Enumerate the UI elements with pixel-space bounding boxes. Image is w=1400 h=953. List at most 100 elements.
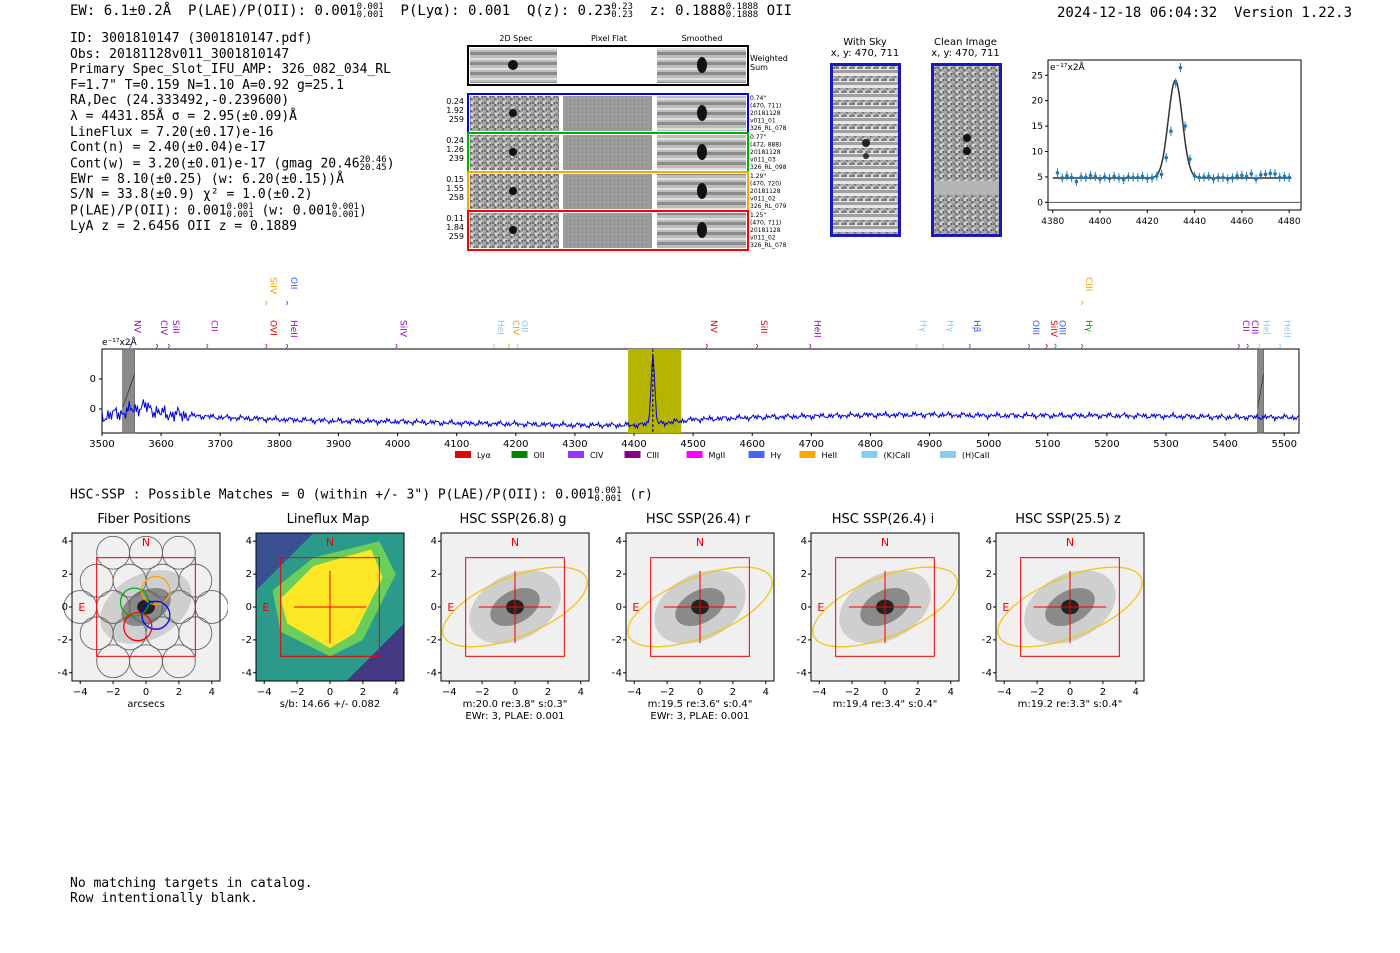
cutout-x-tick-label: −4 bbox=[627, 687, 642, 698]
spectral-line-label-text: OVI bbox=[268, 320, 278, 336]
cutout-caption: s/b: 14.66 +/- 0.082 bbox=[280, 699, 380, 710]
spectral-line-label: CII bbox=[208, 320, 218, 332]
spec-row-right-value: v011_03 bbox=[750, 157, 776, 164]
zoom-data-point bbox=[1277, 175, 1282, 180]
spectrum-legend-item: Lyα bbox=[455, 451, 491, 460]
zoom-data-point bbox=[1225, 177, 1230, 181]
cutout-caption-2: EWr: 3, PLAE: 0.001 bbox=[650, 711, 749, 722]
info-sn: S/N = 33.8(±0.9) χ² = 1.0(±0.2) bbox=[70, 187, 313, 203]
spectral-line-marker bbox=[129, 343, 132, 349]
info-obs: Obs: 20181128v011_3001810147 bbox=[70, 46, 290, 62]
weighted-sum-source bbox=[508, 60, 518, 70]
spectral-line-label-text: SiIV bbox=[1048, 320, 1058, 338]
cutout-y-tick-label: −4 bbox=[982, 668, 992, 679]
spec-row-right-value: 326_RL_098 bbox=[750, 164, 787, 171]
spectral-line-label: HeII bbox=[811, 320, 821, 338]
spec-row-pixel-flat bbox=[563, 174, 652, 209]
spectral-line-marker bbox=[1258, 343, 1261, 349]
spec-row-left-value: 1.84 bbox=[446, 223, 464, 232]
spectrum-x-tick-label: 3500 bbox=[90, 439, 115, 450]
fiber-highlight-blue bbox=[141, 600, 171, 630]
spectral-line-marker bbox=[755, 343, 759, 349]
zoom-data-point bbox=[1202, 175, 1206, 179]
cutout-y-tick-label: 4 bbox=[246, 536, 252, 547]
spec-row-right-value: 20181128 bbox=[750, 110, 781, 117]
spec-row-left-value: 259 bbox=[449, 232, 464, 241]
spec-row-source bbox=[509, 109, 517, 117]
header-z-up: 0.1888 bbox=[725, 2, 759, 12]
spectrum-legend-label: HeII bbox=[822, 451, 838, 460]
zoom-data-point bbox=[1121, 177, 1126, 182]
cutout-x-tick-label: 0 bbox=[697, 687, 703, 698]
spectral-line-label-text: SiIV bbox=[398, 320, 408, 338]
spec-row-left-value: 258 bbox=[449, 193, 464, 202]
zoom-data-point bbox=[1112, 174, 1117, 179]
spectral-line-label: CIV bbox=[158, 320, 168, 336]
spectrum-legend-swatch bbox=[799, 451, 816, 458]
header-z: z: 0.1888 bbox=[649, 3, 726, 19]
spec-row-left-value: 0.24 bbox=[446, 136, 464, 145]
spectral-line-label: SiIV bbox=[268, 277, 278, 295]
spectrum-legend-swatch bbox=[940, 451, 956, 458]
cutout-image: N E −4 −2 0 2 4 4 2 0 −2 −4 m:19.2 re:3.3" s:0.4" bbox=[982, 532, 1145, 710]
spectral-line-label: HeI bbox=[495, 320, 505, 335]
spec-row-smoothed-source bbox=[697, 222, 707, 238]
search-box bbox=[1020, 557, 1120, 657]
header-ew: EW: 6.1±0.2Å bbox=[70, 3, 172, 19]
spec-row-left-value: 1.26 bbox=[446, 145, 464, 154]
cutout-y-tick-label: −4 bbox=[797, 668, 807, 679]
cutout-title: HSC SSP(26.4) r bbox=[645, 512, 751, 527]
cutout-caption-2: EWr: 3, PLAE: 0.001 bbox=[465, 711, 564, 722]
svg-text:Sum: Sum bbox=[750, 63, 768, 72]
spec-row-right-value: v011_02 bbox=[750, 235, 776, 242]
spectrum-legend-label: (K)CaII bbox=[884, 451, 911, 460]
spectral-line-label-text: CIV bbox=[510, 320, 520, 336]
spectral-line-label-text: HeI bbox=[495, 320, 505, 335]
spectrum-legend-label: CIII bbox=[647, 451, 660, 460]
spectrum-x-tick-label: 4100 bbox=[444, 439, 469, 450]
spectrum-legend-swatch bbox=[686, 451, 703, 458]
spectral-line-label-text: HeI bbox=[1261, 320, 1271, 335]
cutout-x-tick-label: −2 bbox=[660, 687, 675, 698]
cutout-y-tick-label: 4 bbox=[431, 536, 437, 547]
weighted-sum-label: Weighted bbox=[750, 54, 788, 63]
cutout-y-tick-label: −4 bbox=[427, 668, 437, 679]
spectral-line-marker bbox=[1081, 343, 1084, 349]
info-lineflux: LineFlux = 7.20(±0.17)e-16 bbox=[70, 124, 274, 140]
spectral-line-marker bbox=[809, 343, 812, 349]
spec-row-pixel-flat bbox=[563, 96, 652, 131]
cutout-y-tick-label: 2 bbox=[801, 569, 807, 580]
cutout-title: HSC SSP(26.4) i bbox=[831, 512, 935, 527]
cutout-y-tick-label: −2 bbox=[797, 635, 807, 646]
spectral-line-label-text: OII bbox=[519, 320, 529, 332]
spectrum-legend-item: Hγ bbox=[748, 451, 782, 460]
spectrum-x-tick-label: 4300 bbox=[562, 439, 587, 450]
spectrum-y-tick-label: 20 bbox=[90, 374, 96, 385]
spectral-line-label-text: NV bbox=[708, 320, 718, 334]
spectrum-unit-label: e⁻¹⁷x2Å bbox=[102, 336, 138, 348]
cutout-x-tick-label: −4 bbox=[257, 687, 272, 698]
spec-row-right-value: 0.77" bbox=[750, 134, 766, 141]
footer-line-2: Row intentionally blank. bbox=[70, 891, 258, 906]
spectral-line-marker bbox=[1045, 343, 1048, 349]
info-lya-oii: LyA z = 2.6456 OII z = 0.1889 bbox=[70, 219, 297, 235]
spectral-line-label-text: HeII bbox=[811, 320, 821, 338]
zoom-data-point bbox=[1282, 174, 1287, 179]
zoom-data-point bbox=[1107, 176, 1112, 181]
spec-row-right-value: 326_RL_079 bbox=[750, 203, 787, 210]
spectrum-x-tick-label: 3600 bbox=[148, 439, 173, 450]
spectrum-x-tick-label: 3800 bbox=[267, 439, 292, 450]
spectrum-legend-item: CIII bbox=[624, 451, 660, 460]
spectral-line-label: OII bbox=[288, 277, 298, 289]
spectrum-x-tick-label: 5500 bbox=[1271, 439, 1296, 450]
spectrum-y-tick-label: 10 bbox=[90, 404, 96, 415]
cutout-title: HSC SSP(25.5) z bbox=[1015, 512, 1121, 527]
spectrum-legend-label: MgII bbox=[709, 451, 726, 460]
spectral-line-label-text: OIII bbox=[1030, 320, 1040, 335]
spectral-line-label-text: OIII bbox=[1057, 320, 1067, 335]
spectral-line-label-text: CII bbox=[1240, 320, 1250, 332]
zoom-y-tick-label: 25 bbox=[1032, 71, 1043, 81]
cutout-y-tick-label: −2 bbox=[982, 635, 992, 646]
hsc-summary: HSC-SSP : Possible Matches = 0 (within +… bbox=[70, 486, 653, 504]
spectral-line-label: SiII bbox=[758, 320, 768, 334]
